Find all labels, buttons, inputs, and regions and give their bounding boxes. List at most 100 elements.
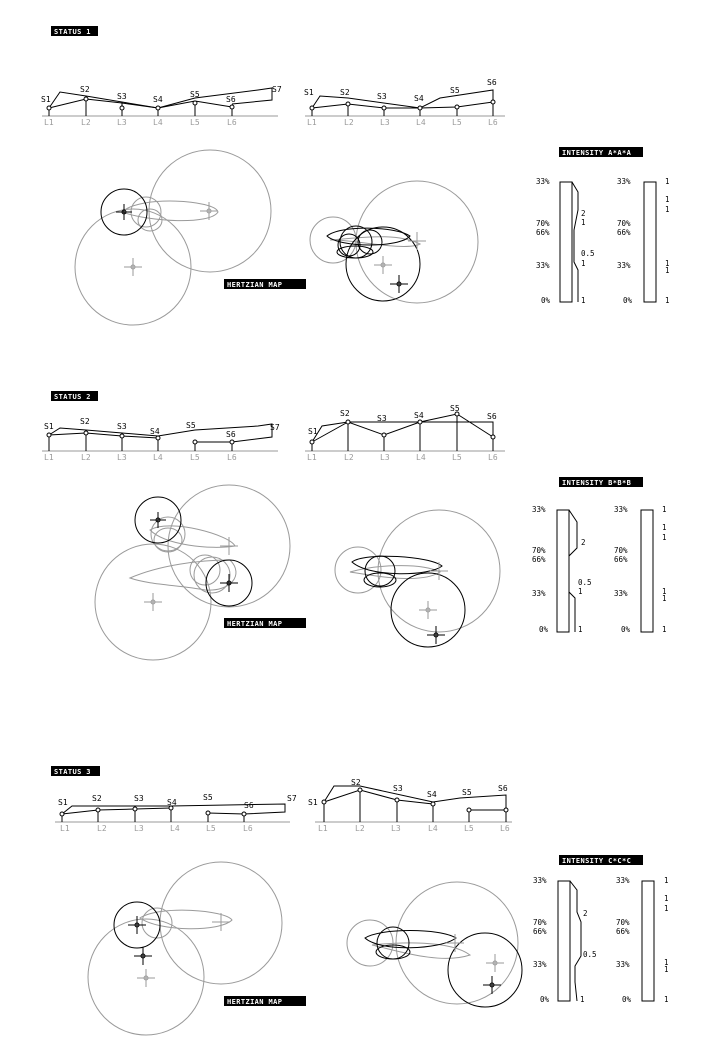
s-label: S3 bbox=[377, 414, 387, 423]
status-tag: STATUS 3 bbox=[51, 766, 100, 776]
s-label: S5 bbox=[450, 404, 460, 413]
intensity-value: 0.5 bbox=[583, 950, 597, 959]
intensity-bar-1: 33% 70% 66% 33% 0% 2 1 0.5 1 1 bbox=[536, 177, 595, 305]
intensity-value: 1 bbox=[581, 296, 586, 305]
sensor-labels-left: S1 S2 S3 S4 S5 S6 S7 L1 L2 L3 L4 L5 L6 bbox=[58, 793, 297, 833]
s-label: S2 bbox=[340, 409, 350, 418]
map-label: HERTZIAN MAP bbox=[227, 998, 282, 1006]
section-status-2: STATUS 2 S1 S2 S3 S4 S5 S6 S7 L1 L2 L3 L… bbox=[42, 391, 667, 661]
l-label: L3 bbox=[391, 824, 401, 833]
intensity-value: 1 bbox=[665, 296, 670, 305]
s-label: S5 bbox=[203, 793, 213, 802]
l-label: L5 bbox=[190, 118, 200, 127]
sensor-labels-left: S1 S2 S3 S4 S5 S6 S7 L1 L2 L3 L4 L5 L6 bbox=[41, 85, 282, 127]
intensity-value: 2 bbox=[581, 209, 586, 218]
l-label: L4 bbox=[428, 824, 438, 833]
s-label: S3 bbox=[117, 92, 127, 101]
s-label: S1 bbox=[308, 427, 318, 436]
intensity-tick: 0% bbox=[622, 995, 632, 1004]
s-label: S6 bbox=[226, 430, 236, 439]
s-label: S4 bbox=[427, 790, 437, 799]
intensity-tick: 70% bbox=[614, 546, 628, 555]
intensity-bar-2: 33% 70% 66% 33% 0% 1 1 1 1 1 1 bbox=[616, 876, 669, 1004]
status-label: STATUS 3 bbox=[54, 768, 91, 776]
intensity-value: 2 bbox=[581, 538, 586, 547]
s-label: S2 bbox=[80, 417, 90, 426]
intensity-tick: 70% bbox=[616, 918, 630, 927]
s-label: S7 bbox=[272, 85, 282, 94]
l-label: L2 bbox=[97, 824, 107, 833]
status-label: STATUS 2 bbox=[54, 393, 91, 401]
l-label: L2 bbox=[344, 453, 354, 462]
s-label: S2 bbox=[80, 85, 90, 94]
s-label: S3 bbox=[377, 92, 387, 101]
intensity-value: 1 bbox=[662, 523, 667, 532]
section-status-1: STATUS 1 S1 S2 S3 S4 S5 S6 S7 L1 L2 L3 L… bbox=[41, 26, 670, 326]
s-label: S7 bbox=[270, 423, 280, 432]
s-label: S1 bbox=[41, 95, 51, 104]
intensity-value: 1 bbox=[580, 995, 585, 1004]
s-label: S6 bbox=[226, 95, 236, 104]
s-label: S3 bbox=[134, 794, 144, 803]
l-label: L3 bbox=[117, 453, 127, 462]
l-label: L4 bbox=[153, 118, 163, 127]
hertzian-map-left bbox=[74, 149, 272, 326]
l-label: L5 bbox=[190, 453, 200, 462]
l-label: L3 bbox=[134, 824, 144, 833]
s-label: S4 bbox=[153, 95, 163, 104]
s-label: S5 bbox=[450, 86, 460, 95]
l-label: L6 bbox=[243, 824, 253, 833]
intensity-tick: 66% bbox=[617, 228, 631, 237]
intensity-tick: 70% bbox=[532, 546, 546, 555]
hertzian-map-left bbox=[87, 861, 283, 1036]
intensity-tick: 66% bbox=[536, 228, 550, 237]
l-label: L1 bbox=[307, 118, 317, 127]
intensity-tick: 0% bbox=[621, 625, 631, 634]
l-label: L1 bbox=[307, 453, 317, 462]
s-label: S1 bbox=[44, 422, 54, 431]
intensity-value: 1 bbox=[664, 876, 669, 885]
l-label: L2 bbox=[355, 824, 365, 833]
s-label: S3 bbox=[117, 422, 127, 431]
intensity-label: INTENSITY A*A*A bbox=[562, 149, 632, 157]
l-label: L6 bbox=[227, 453, 237, 462]
l-label: L5 bbox=[452, 118, 462, 127]
intensity-tag: INTENSITY C*C*C bbox=[559, 855, 643, 865]
hertzian-map-right bbox=[309, 180, 479, 304]
l-label: L4 bbox=[416, 453, 426, 462]
intensity-value: 1 bbox=[664, 894, 669, 903]
status-tag: STATUS 2 bbox=[51, 391, 98, 401]
intensity-tick: 33% bbox=[616, 960, 630, 969]
l-label: L6 bbox=[488, 118, 498, 127]
intensity-value: 0.5 bbox=[578, 578, 592, 587]
l-label: L5 bbox=[464, 824, 474, 833]
s-label: S3 bbox=[393, 784, 403, 793]
intensity-tick: 33% bbox=[536, 261, 550, 270]
s-label: S5 bbox=[186, 421, 196, 430]
l-label: L3 bbox=[380, 453, 390, 462]
l-label: L4 bbox=[416, 118, 426, 127]
s-label: S6 bbox=[487, 78, 497, 87]
l-label: L4 bbox=[153, 453, 163, 462]
s-label: S6 bbox=[487, 412, 497, 421]
s-label: S5 bbox=[190, 90, 200, 99]
intensity-tick: 33% bbox=[536, 177, 550, 186]
intensity-value: 1 bbox=[578, 625, 583, 634]
l-label: L6 bbox=[227, 118, 237, 127]
intensity-label: INTENSITY C*C*C bbox=[562, 857, 631, 865]
intensity-label: INTENSITY B*B*B bbox=[562, 479, 631, 487]
l-label: L1 bbox=[60, 824, 70, 833]
intensity-value: 1 bbox=[665, 259, 670, 268]
intensity-value: 1 bbox=[664, 995, 669, 1004]
intensity-value: 1 bbox=[662, 505, 667, 514]
intensity-bar-2: 33% 70% 66% 33% 0% 1 1 1 1 1 1 bbox=[614, 505, 667, 634]
s-label: S4 bbox=[414, 94, 424, 103]
intensity-value: 1 bbox=[578, 587, 583, 596]
intensity-bar-2: 33% 70% 66% 33% 0% 1 1 1 1 1 1 bbox=[617, 177, 670, 305]
intensity-tick: 33% bbox=[617, 177, 631, 186]
intensity-tick: 70% bbox=[536, 219, 550, 228]
map-label: HERTZIAN MAP bbox=[227, 620, 282, 628]
intensity-tick: 33% bbox=[614, 589, 628, 598]
intensity-value: 1 bbox=[664, 904, 669, 913]
